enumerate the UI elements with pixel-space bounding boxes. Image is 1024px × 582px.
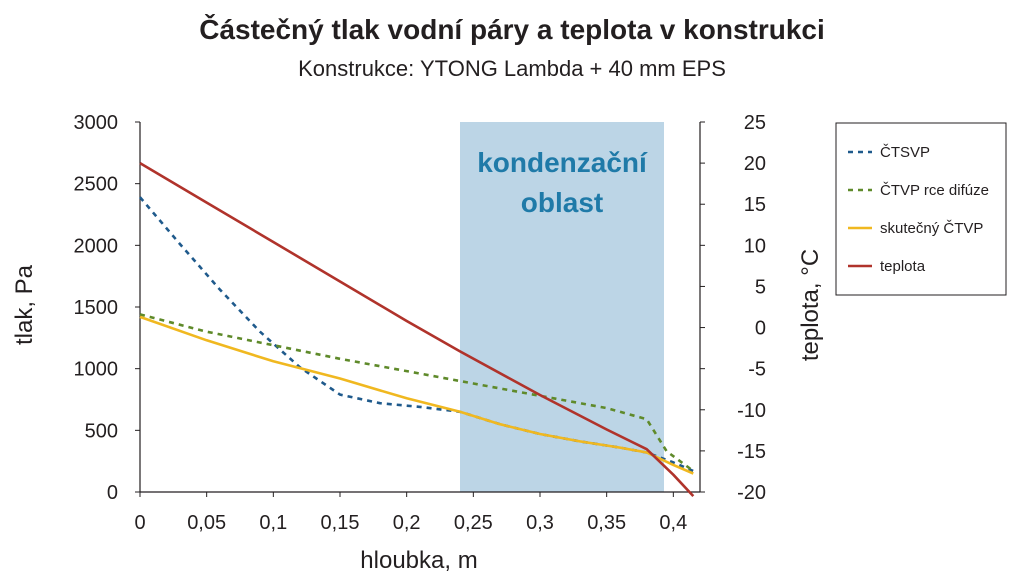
x-tick-label: 0 [134,512,145,534]
chart-subtitle: Konstrukce: YTONG Lambda + 40 mm EPS [298,56,726,81]
y-right-tick-label: 20 [744,153,766,175]
y-left-axis-title: tlak, Pa [11,264,38,345]
x-tick-label: 0,3 [526,512,554,534]
legend-label-ctvp-rce-difuze: ČTVP rce difúze [880,182,989,199]
x-tick-label: 0,2 [393,512,421,534]
x-tick-label: 0,4 [659,512,687,534]
y-right-tick-label: -15 [737,441,766,463]
y-right-tick-label: 10 [744,235,766,257]
y-left-tick-label: 500 [85,420,118,442]
y-right-tick-label: -10 [737,400,766,422]
condensation-region [460,122,664,492]
condensation-region-label-line1: kondenzační [477,147,648,178]
y-right-axis-title: teplota, °C [797,249,824,361]
y-left-tick-label: 0 [107,482,118,504]
legend-label-teplota: teplota [880,258,926,275]
x-tick-label: 0,35 [587,512,626,534]
series-line-skutecny-ctvp [139,315,694,475]
y-right-tick-label: 5 [755,276,766,298]
y-left-tick-label: 3000 [74,112,119,134]
y-left-tick-label: 1500 [74,297,119,319]
series-line-teplota [139,161,695,497]
condensation-region-label-line2: oblast [521,187,603,218]
x-tick-label: 0,15 [321,512,360,534]
y-right-tick-label: -5 [748,359,766,381]
chart-title: Částečný tlak vodní páry a teplota v kon… [199,14,825,45]
y-left-tick-label: 1000 [74,359,119,381]
y-right-tick-label: -20 [737,482,766,504]
y-left-tick-label: 2000 [74,235,119,257]
x-tick-label: 0,25 [454,512,493,534]
y-right-tick-label: 0 [755,318,766,340]
y-left-tick-label: 2500 [74,174,119,196]
x-tick-label: 0,05 [187,512,226,534]
x-axis-title: hloubka, m [360,547,477,574]
series-line-ctvp-rce-difuze [139,313,695,473]
legend-label-ctsvp: ČTSVP [880,144,930,161]
y-right-tick-label: 25 [744,112,766,134]
x-tick-label: 0,1 [259,512,287,534]
y-right-tick-label: 15 [744,194,766,216]
legend-label-skutecny-ctvp: skutečný ČTVP [880,220,983,237]
